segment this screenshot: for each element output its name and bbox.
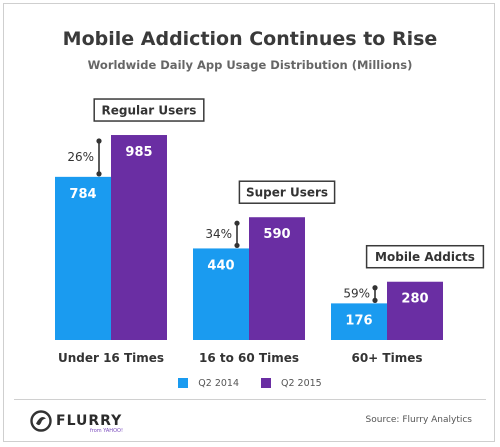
category-label-16-to-60-times: 16 to 60 Times xyxy=(199,351,299,365)
flurry-logo-text: FLURRY xyxy=(56,413,123,429)
flurry-logo: FLURRY from YAHOO! xyxy=(30,406,123,436)
category-label-60-times: 60+ Times xyxy=(351,351,422,365)
bar-under-16-times-q2-2015 xyxy=(111,135,167,340)
legend-item-q2-2015: Q2 2015 xyxy=(261,378,322,389)
group-label-box-regular-users xyxy=(93,98,205,122)
bar-16-to-60-times-q2-2015 xyxy=(249,217,305,340)
growth-label-60-times: 59% xyxy=(343,287,370,301)
source-note: Source: Flurry Analytics xyxy=(365,415,472,425)
group-label-box-super-users xyxy=(238,180,336,204)
data-label-16-to-60-times-q2-2014: 440 xyxy=(207,258,234,273)
data-label-under-16-times-q2-2014: 784 xyxy=(69,187,96,202)
chart-subtitle: Worldwide Daily App Usage Distribution (… xyxy=(87,58,413,72)
group-label-super-users: Super Users xyxy=(246,186,328,200)
flurry-logo-icon xyxy=(30,410,52,432)
data-label-under-16-times-q2-2015: 985 xyxy=(125,145,152,160)
group-label-box-mobile-addicts xyxy=(365,244,485,269)
growth-dot-top-under-16-times xyxy=(96,138,102,144)
border-frame xyxy=(3,3,495,442)
growth-label-16-to-60-times: 34% xyxy=(205,227,232,241)
legend-label-q2-2014: Q2 2014 xyxy=(198,377,239,389)
group-label-regular-users: Regular Users xyxy=(102,104,197,118)
bar-under-16-times-q2-2014 xyxy=(55,176,111,340)
growth-dot-bottom-16-to-60-times xyxy=(234,242,240,249)
legend-item-q2-2014: Q2 2014 xyxy=(178,378,239,389)
category-label-under-16-times: Under 16 Times xyxy=(58,351,164,365)
growth-dot-bottom-under-16-times xyxy=(96,171,102,177)
footer-divider xyxy=(14,399,486,400)
bar-60-times-q2-2014 xyxy=(331,303,387,340)
growth-dot-bottom-60-times xyxy=(372,297,378,303)
legend-label-q2-2015: Q2 2015 xyxy=(281,377,322,389)
growth-dot-top-16-to-60-times xyxy=(234,220,240,226)
data-label-60-times-q2-2015: 280 xyxy=(401,292,428,307)
bar-16-to-60-times-q2-2014 xyxy=(193,248,249,340)
flurry-logo-subtext: from YAHOO! xyxy=(90,428,123,434)
data-label-16-to-60-times-q2-2015: 590 xyxy=(263,227,290,242)
bar-60-times-q2-2015 xyxy=(387,281,443,340)
group-label-mobile-addicts: Mobile Addicts xyxy=(375,250,475,264)
growth-dot-top-60-times xyxy=(372,285,378,291)
legend: Q2 2014 Q2 2015 xyxy=(0,375,500,391)
legend-swatch-q2-2014 xyxy=(178,378,189,388)
chart-title: Mobile Addiction Continues to Rise xyxy=(62,28,438,50)
legend-swatch-q2-2015 xyxy=(261,378,271,388)
bar-chart: 784 985 26% Regular Users Under 16 Times 440 5… xyxy=(55,98,485,365)
data-label-60-times-q2-2014: 176 xyxy=(345,313,372,328)
growth-label-under-16-times: 26% xyxy=(67,150,94,164)
